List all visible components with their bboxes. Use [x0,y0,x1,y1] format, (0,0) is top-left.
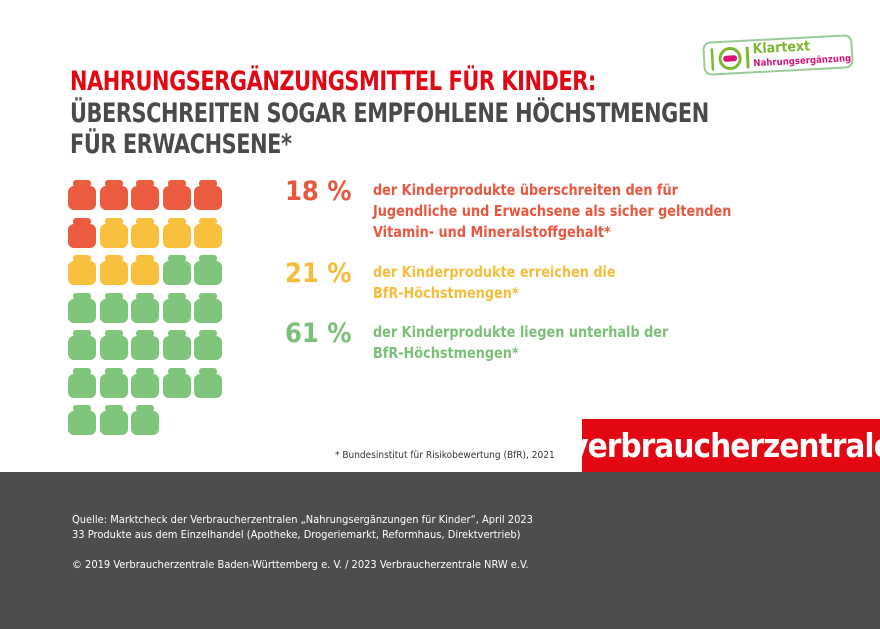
jar-mark [162,217,191,248]
stat-description-line: Jugendliche und Erwachsene als sicher ge… [373,202,732,220]
footer-source: Quelle: Marktcheck der Verbraucherzentra… [72,513,533,526]
footer-copyright: © 2019 Verbraucherzentrale Baden-Württem… [72,558,529,571]
jar-mark [68,217,96,248]
jar-mark [131,405,159,435]
jar-mark [99,367,128,398]
verbraucherzentrale-logo: verbraucherzentrale [569,419,880,472]
jar-mark [194,180,222,210]
title-line-2: ÜBERSCHREITEN SOGAR EMPFOHLENE HÖCHSTMEN… [70,98,709,160]
jar-mark [68,255,96,285]
jar-mark [162,180,191,210]
jar-mark [68,367,96,398]
footer-products: 33 Produkte aus dem Einzelhandel (Apothe… [72,528,521,541]
stat-description-line: der Kinderprodukte erreichen die [373,263,616,281]
title-line-2-text: ÜBERSCHREITEN SOGAR EMPFOHLENE HÖCHSTMEN… [70,98,709,129]
stat-18: 18 % der Kinderprodukte überschreiten den… [285,176,763,243]
jar-mark [99,180,128,210]
jar-mark [131,255,159,285]
stat-percent: 18 % [285,176,352,207]
klartext-badge: Klartext Nahrungsergänzung [702,34,854,76]
jar-mark [131,180,159,210]
badge-title: Klartext [752,38,811,58]
jar-mark [194,255,222,285]
jar-mark [131,217,159,248]
footnote: * Bundesinstitut für Risikobewertung (Bf… [335,450,555,461]
plate-fork-knife-pill-icon [710,46,750,71]
stat-description-line: der Kinderprodukte liegen unterhalb der [373,323,669,341]
jar-mark [68,292,96,323]
jar-mark [99,330,128,360]
jar-mark [194,367,222,398]
jar-mark [194,292,222,323]
title-line-3: FÜR ERWACHSENE* [70,129,292,160]
stat-description-line: Vitamin- und Mineralstoffgehalt* [373,223,611,241]
stat-21: 21 % der Kinderprodukte erreichen die BfR-… [285,258,637,304]
jar-mark [68,405,96,435]
jar-mark [99,217,128,248]
jar-mark [194,217,222,248]
jar-mark [68,330,96,360]
jar-mark [194,330,222,360]
stat-percent: 21 % [285,258,352,289]
jar-mark [162,330,191,360]
jar-mark [162,292,191,323]
stat-description-line: BfR-Höchstmengen* [373,344,519,362]
jar-mark [99,255,128,285]
jar-mark [131,330,159,360]
jar-mark [131,292,159,323]
jar-mark [162,367,191,398]
jar-mark [131,367,159,398]
stat-61: 61 % der Kinderprodukte liegen unterhalb … [285,318,694,364]
jar-mark [162,255,191,285]
stat-percent: 61 % [285,318,352,349]
jar-mark [68,180,96,210]
stat-description-line: BfR-Höchstmengen* [373,284,519,302]
stat-description-line: der Kinderprodukte überschreiten den für [373,181,678,199]
footer: Quelle: Marktcheck der Verbraucherzentra… [0,472,880,629]
title-line-1: NAHRUNGSERGÄNZUNGSMITTEL FÜR KINDER: [70,66,596,97]
jar-mark [99,292,128,323]
jar-mark [99,405,128,435]
